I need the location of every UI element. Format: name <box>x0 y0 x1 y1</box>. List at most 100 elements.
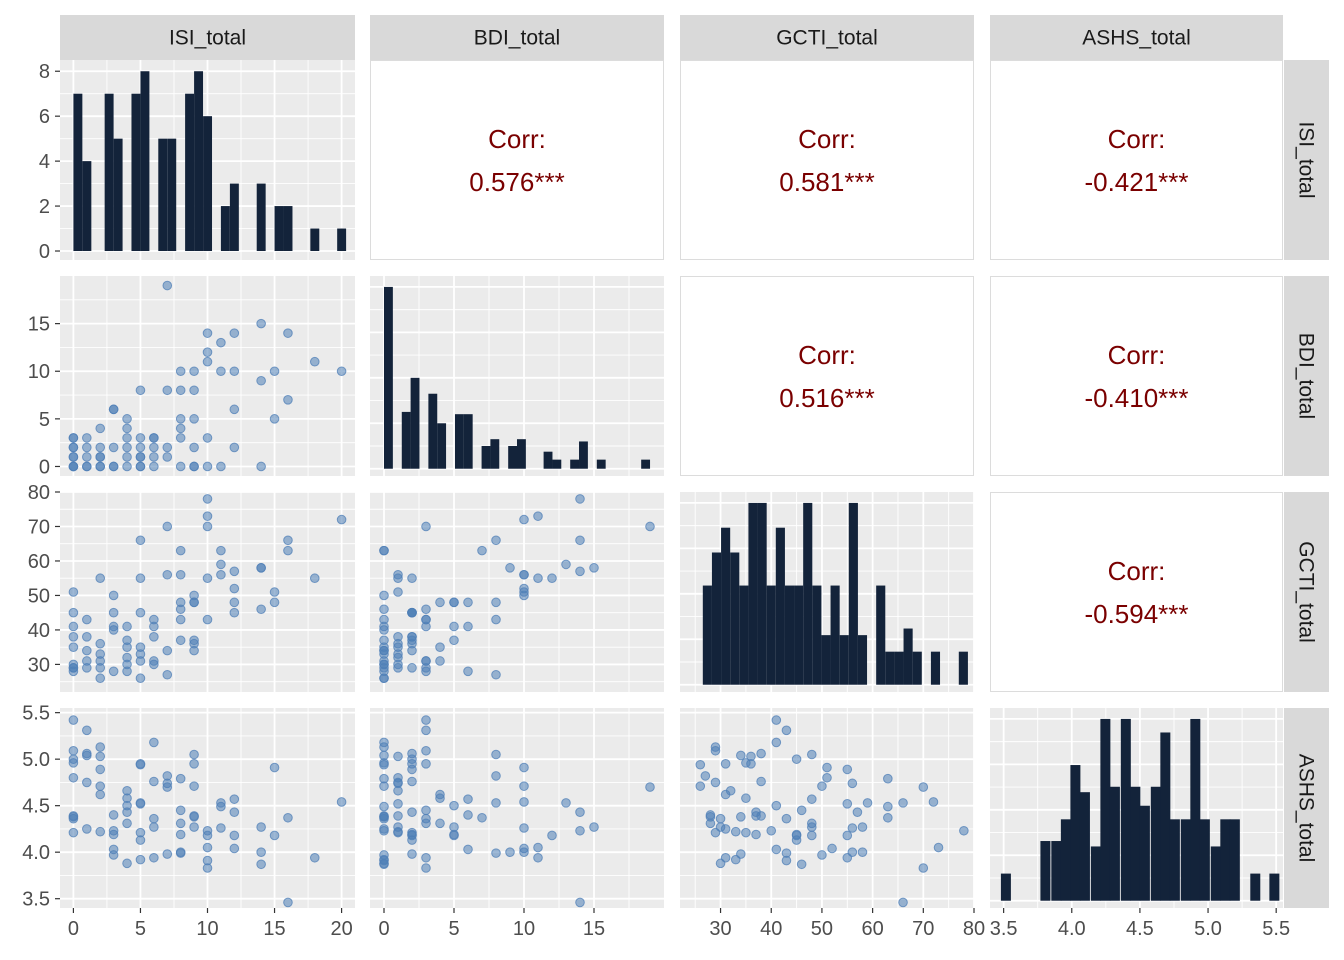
scatter-point <box>463 794 473 804</box>
scatter-point <box>379 801 389 812</box>
scatter-point <box>283 328 293 338</box>
scatter-point <box>857 847 868 857</box>
histogram-bar <box>766 585 776 685</box>
scatter-point <box>421 745 431 756</box>
strips-layer: ISI_total BDI_total GCTI_total ASHS_total IS… <box>60 15 1329 908</box>
scatter-point <box>771 800 782 811</box>
scatter-point <box>407 748 417 759</box>
scatter-point <box>421 604 431 615</box>
scatter-point <box>122 461 132 472</box>
scatter-point <box>95 673 106 684</box>
scatter-point <box>149 737 159 748</box>
scatter-point <box>122 858 132 869</box>
scatter-point <box>95 461 106 472</box>
histogram-bar <box>481 446 491 469</box>
scatter-point <box>379 737 389 748</box>
histogram-bar <box>131 93 141 252</box>
scatter-point <box>108 844 119 855</box>
corr-label: Corr: <box>798 124 856 154</box>
corr-value: -0.410*** <box>1084 383 1188 413</box>
scatter-point <box>379 659 389 670</box>
histogram-bar <box>711 552 722 685</box>
scatter-point <box>806 822 817 832</box>
scatter-point <box>82 614 92 625</box>
scatter-point <box>519 514 529 525</box>
scatter-point <box>806 794 817 804</box>
scatter-point <box>229 366 240 377</box>
scatter-point <box>229 794 240 804</box>
top-strip-GCTI_total <box>680 15 974 60</box>
histogram-bar <box>579 441 588 469</box>
histogram-bar <box>185 93 195 252</box>
scatter-point <box>202 825 213 836</box>
scatter-point <box>162 442 173 453</box>
scatter-point <box>135 573 146 584</box>
scatter-point <box>202 573 213 584</box>
scatter-point <box>108 625 119 635</box>
right-strip-GCTI_total <box>1284 492 1329 692</box>
scatter-point <box>407 849 417 859</box>
scatter-point <box>189 781 199 791</box>
scatter-point <box>477 545 487 556</box>
scatter-point <box>561 559 571 570</box>
scatter-point <box>491 798 501 808</box>
y-tick-label: 4.0 <box>22 842 50 864</box>
corr-panel-frame <box>990 276 1283 476</box>
histogram-bar <box>730 552 740 685</box>
scatter-point <box>491 771 501 781</box>
histogram-bar <box>739 585 749 685</box>
histogram-bar <box>1109 786 1120 901</box>
scatter-point <box>229 843 240 854</box>
histogram-bar <box>158 138 168 252</box>
scatter-point <box>189 759 199 769</box>
histogram-bar <box>930 651 941 685</box>
scatter-point <box>82 433 92 443</box>
scatter-point <box>229 328 240 338</box>
scatter-point <box>575 807 585 817</box>
histogram-bar <box>428 393 438 469</box>
histogram-bar <box>203 116 213 252</box>
scatter-point <box>421 759 431 769</box>
panel-ISI_total-BDI_total: Corr: 0.576*** <box>370 60 664 260</box>
scatter-point <box>756 748 766 759</box>
scatter-point <box>421 614 431 625</box>
scatter-point <box>847 778 858 789</box>
scatter-point <box>751 829 761 840</box>
scatter-point <box>202 494 213 504</box>
scatter-point <box>435 597 445 608</box>
scatter-point <box>68 811 79 821</box>
scatter-point <box>379 859 389 870</box>
scatter-point <box>407 776 417 787</box>
panel-ASHS_total-GCTI_total <box>680 708 975 908</box>
scatter-point <box>379 645 389 656</box>
corr-label: Corr: <box>798 340 856 370</box>
scatter-point <box>883 801 893 812</box>
scatter-point <box>229 607 240 618</box>
scatter-point <box>781 725 792 736</box>
scatter-point <box>82 461 92 472</box>
scatter-point <box>95 751 106 762</box>
histogram-bar <box>1250 873 1261 901</box>
scatter-point <box>269 414 280 424</box>
panel-GCTI_total-ASHS_total: Corr: -0.594*** <box>990 492 1283 692</box>
histogram-bar <box>803 502 813 685</box>
scatter-point <box>175 433 186 443</box>
scatter-point <box>379 773 389 784</box>
scatter-point <box>108 666 119 677</box>
scatter-point <box>771 844 782 855</box>
histogram-bar <box>839 635 849 685</box>
panel-ISI_total-ISI_total <box>60 60 355 260</box>
scatter-point <box>393 659 403 670</box>
scatter-point <box>589 563 599 573</box>
scatter-point <box>95 742 106 752</box>
scatter-point <box>95 656 106 666</box>
x-tick-label: 4.5 <box>1126 918 1154 940</box>
scatter-point <box>68 758 79 768</box>
panel-GCTI_total-BDI_total <box>370 491 664 692</box>
scatter-point <box>202 433 213 443</box>
scatter-point <box>857 822 868 832</box>
scatter-point <box>135 535 146 546</box>
scatter-point <box>435 656 445 666</box>
scatter-point <box>477 812 487 823</box>
histogram-bar <box>337 228 347 252</box>
